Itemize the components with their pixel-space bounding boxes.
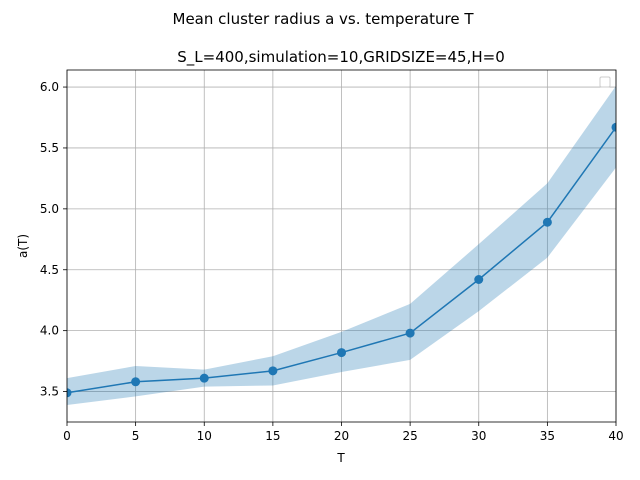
confidence-band: [67, 85, 616, 405]
x-tick-label: 15: [265, 429, 280, 443]
legend-box: [599, 76, 611, 88]
y-tick-label: 5.0: [40, 202, 59, 216]
plot-area: 0 5 10 15 20 25 30 35 40 3.5 4.0 4.5 5.0 5.5 6.0: [40, 69, 624, 443]
data-point: [611, 122, 616, 132]
y-tick-label: 4.5: [40, 263, 59, 277]
data-point: [199, 373, 209, 383]
y-tick-label: 4.0: [40, 324, 59, 338]
x-tick-label: 30: [471, 429, 486, 443]
data-point: [131, 377, 141, 387]
x-axis-label: T: [336, 451, 345, 465]
data-point: [67, 388, 72, 398]
y-axis-label: a(T): [16, 234, 30, 258]
y-tick-label: 6.0: [40, 80, 59, 94]
data-point: [268, 366, 278, 376]
data-point: [405, 328, 415, 338]
x-tick-label: 5: [132, 429, 140, 443]
data-point: [542, 217, 552, 227]
x-tick-label: 0: [63, 429, 71, 443]
x-tick-label: 10: [197, 429, 212, 443]
y-tick-label: 5.5: [40, 141, 59, 155]
chart-title: S_L=400,simulation=10,GRIDSIZE=45,H=0: [177, 48, 505, 67]
x-tick-label: 20: [334, 429, 349, 443]
x-tick-label: 25: [402, 429, 417, 443]
data-point: [337, 348, 346, 358]
x-tick-label: 40: [608, 429, 623, 443]
y-tick-label: 3.5: [40, 385, 59, 399]
data-point: [474, 274, 484, 284]
figure-suptitle: Mean cluster radius a vs. temperature T: [173, 10, 475, 28]
x-tick-label: 35: [540, 429, 555, 443]
